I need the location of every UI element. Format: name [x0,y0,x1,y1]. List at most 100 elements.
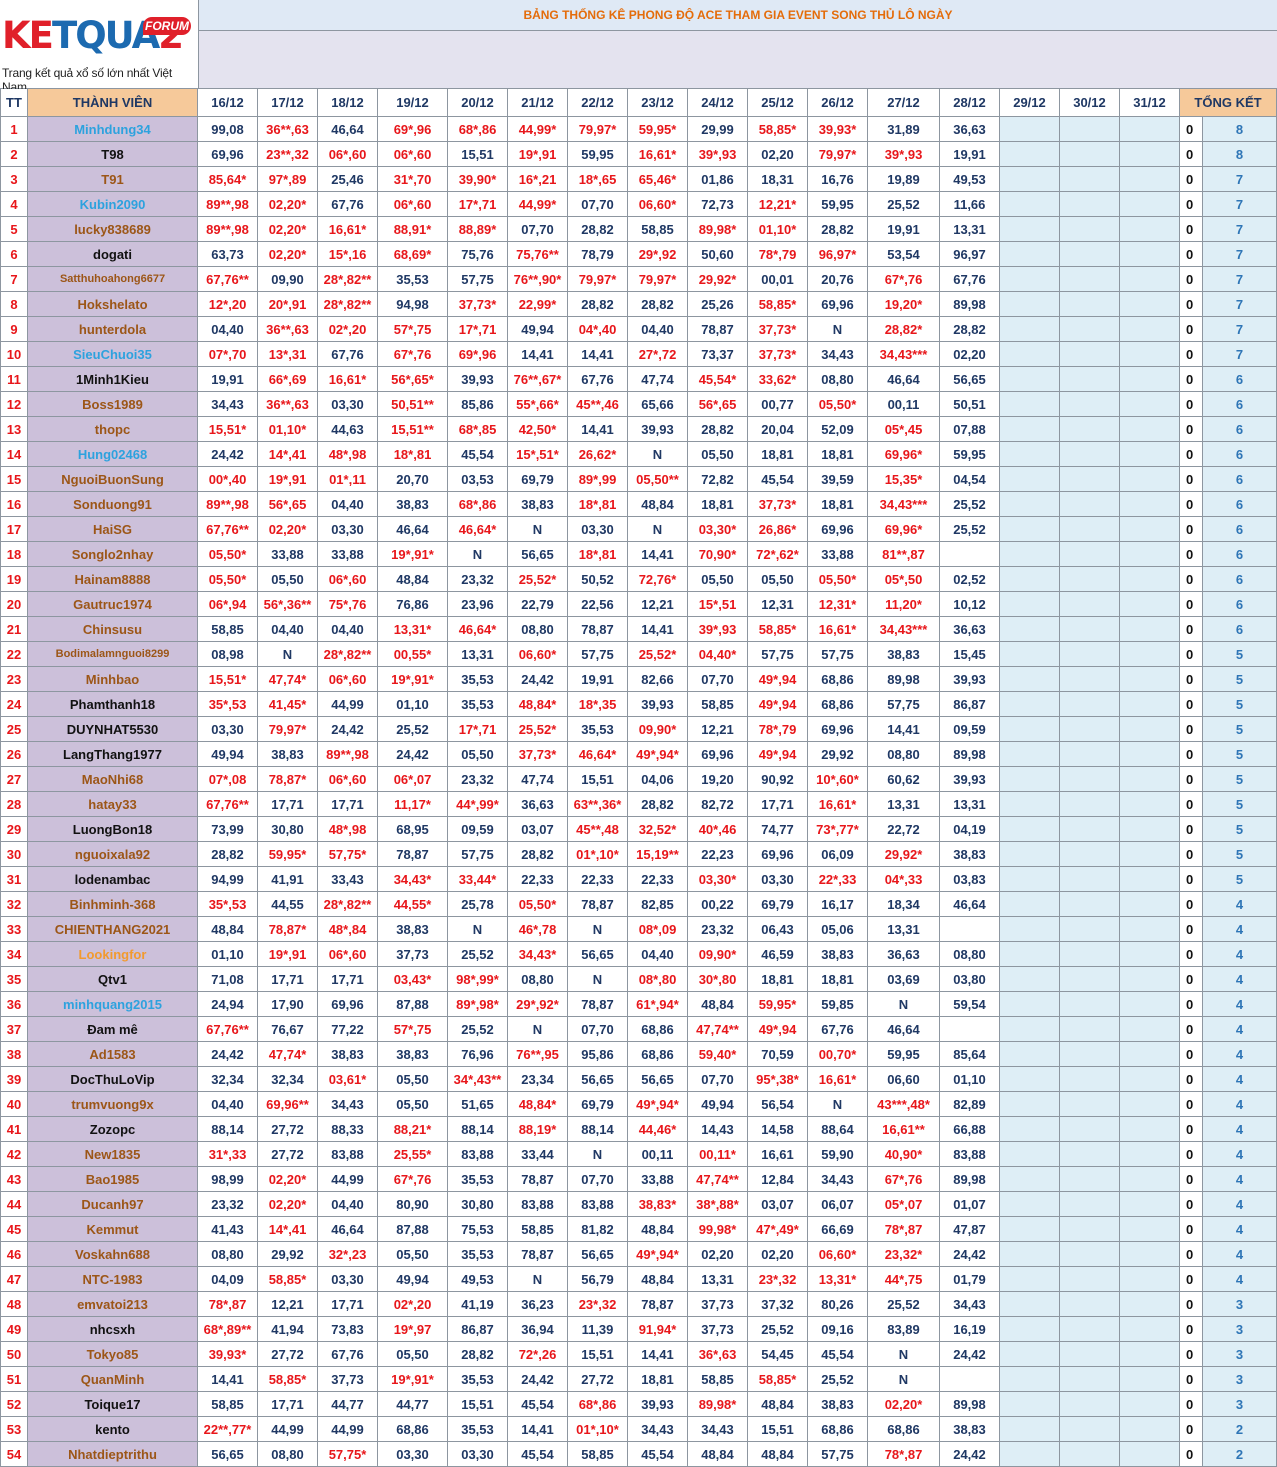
result-cell: 67,76** [198,517,258,542]
member-name: LangThang1977 [28,742,198,767]
zero-count: 0 [1180,1217,1203,1242]
result-cell: 47,74** [688,1017,748,1042]
result-cell: 18,81 [808,967,868,992]
result-cell: 08,80 [508,617,568,642]
result-cell: 00,11* [688,1142,748,1167]
result-cell: 19*,91 [508,142,568,167]
result-cell: 17*,71 [448,192,508,217]
result-cell [1120,1067,1180,1092]
result-cell: 02,20* [258,242,318,267]
header-date: 20/12 [448,89,508,117]
result-cell [1060,442,1120,467]
result-cell: 07,88 [940,417,1000,442]
result-cell: 79,97* [808,142,868,167]
total-count: 6 [1203,392,1277,417]
banner-area [198,31,1277,89]
result-cell: 44,99 [318,1167,378,1192]
result-cell: 14,41 [628,542,688,567]
result-cell [1060,567,1120,592]
result-cell [1000,1317,1060,1342]
result-cell: 06,43 [748,917,808,942]
result-cell: 88,33 [318,1117,378,1142]
result-cell: 18,81 [748,967,808,992]
result-cell: 13,31 [868,792,940,817]
zero-count: 0 [1180,167,1203,192]
result-cell: 36,63 [940,617,1000,642]
result-cell: 89,98 [940,292,1000,317]
result-cell: 57,75 [868,692,940,717]
result-cell: 82,66 [628,667,688,692]
member-name: DocThuLoVip [28,1067,198,1092]
result-cell: 39,93 [628,692,688,717]
row-number: 54 [0,1442,28,1467]
result-cell: 56*,65 [688,392,748,417]
result-cell: 19*,91 [258,467,318,492]
result-cell: 14*,41 [258,442,318,467]
row-number: 18 [0,542,28,567]
result-cell: 24,42 [508,1367,568,1392]
result-cell: 69,96 [198,142,258,167]
total-count: 4 [1203,1042,1277,1067]
result-cell: 56*,65* [378,367,448,392]
result-cell [1120,1117,1180,1142]
result-cell: 52,09 [808,417,868,442]
result-cell: 03,30 [318,517,378,542]
result-cell: 49,94 [378,1267,448,1292]
result-cell: 69,79 [568,1092,628,1117]
result-cell: 24,42 [318,717,378,742]
result-cell: 99,08 [198,117,258,142]
result-cell: N [448,542,508,567]
result-cell: 29,92* [688,267,748,292]
result-cell: 56,79 [568,1267,628,1292]
result-cell [1000,342,1060,367]
result-cell: 28*,82** [318,267,378,292]
result-cell: 57*,75 [378,317,448,342]
result-cell: 49*,94* [628,742,688,767]
row-number: 50 [0,1342,28,1367]
row-number: 47 [0,1267,28,1292]
row-number: 5 [0,217,28,242]
result-cell: 17,71 [748,792,808,817]
result-cell: 05,50 [378,1242,448,1267]
zero-count: 0 [1180,1167,1203,1192]
result-cell [1120,492,1180,517]
member-name: nhcsxh [28,1317,198,1342]
total-count: 4 [1203,1217,1277,1242]
result-cell: 39*,93 [688,142,748,167]
result-cell [1120,617,1180,642]
result-cell [1120,792,1180,817]
result-cell: 24,42 [378,742,448,767]
result-cell: 28,82 [940,317,1000,342]
result-cell [1000,1267,1060,1292]
result-cell: 88,14 [198,1117,258,1142]
result-cell: 06*,94 [198,592,258,617]
result-cell: 00,01 [748,267,808,292]
result-cell: 68*,86 [448,492,508,517]
total-count: 2 [1203,1442,1277,1467]
result-cell: 67*,76 [868,1167,940,1192]
result-cell: 37,73* [508,742,568,767]
result-cell: 34,43 [808,342,868,367]
site-logo[interactable]: KETQUA2 FORUM Trang kết quả xổ số lớn nh… [0,0,198,94]
result-cell: 01,07 [940,1192,1000,1217]
result-cell: 18*,81 [378,442,448,467]
result-cell: 35*,53 [198,892,258,917]
result-cell: 89*,99 [568,467,628,492]
member-name: lodenambac [28,867,198,892]
result-cell: 08,80 [868,742,940,767]
result-cell: 14,43 [688,1117,748,1142]
result-cell: 24,94 [198,992,258,1017]
result-cell [1060,1267,1120,1292]
result-cell: 09,59 [940,717,1000,742]
result-cell: 08,80 [508,967,568,992]
zero-count: 0 [1180,567,1203,592]
result-cell: 16,61* [808,617,868,642]
row-number: 30 [0,842,28,867]
result-cell: 07*,08 [198,767,258,792]
result-cell: 15,51 [568,767,628,792]
result-cell: 45**,46 [568,392,628,417]
result-cell: 38,83 [940,842,1000,867]
result-cell: 10*,60* [808,767,868,792]
result-cell: 58,85* [258,1367,318,1392]
result-cell: 34*,43** [448,1067,508,1092]
